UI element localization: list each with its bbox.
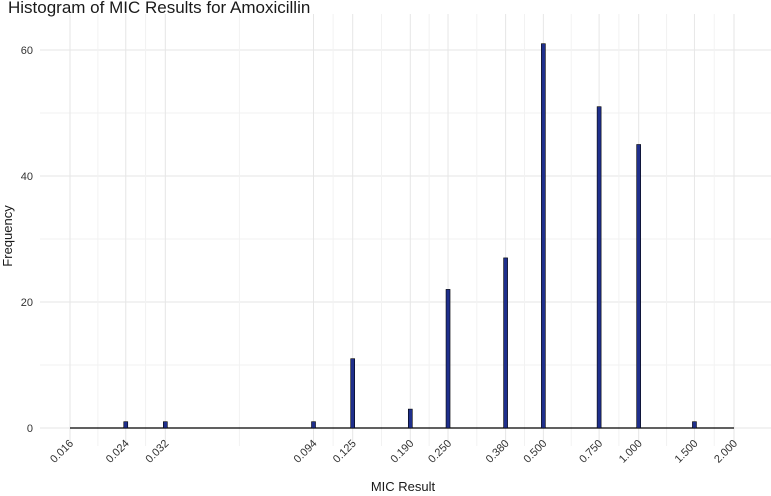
x-tick-label: 0.750 <box>577 438 605 466</box>
x-tick-label: 0.094 <box>292 438 320 466</box>
histogram-bar <box>504 258 508 428</box>
x-tick-label: 0.190 <box>388 438 416 466</box>
y-tick-label: 60 <box>21 45 33 57</box>
y-tick-labels: 0 20 40 60 <box>21 45 33 435</box>
histogram-bar <box>351 359 355 428</box>
x-axis-title: MIC Result <box>371 479 436 494</box>
histogram-bar <box>597 107 601 428</box>
x-tick-label: 0.500 <box>522 438 550 466</box>
x-tick-labels: 0.016 0.024 0.032 0.094 0.125 0.190 0.250 0.380… <box>48 438 740 466</box>
histogram-bar <box>312 422 316 428</box>
grid-layer <box>40 14 771 446</box>
histogram-bar <box>692 422 696 428</box>
x-tick-label: 1.500 <box>673 438 701 466</box>
x-tick-label: 1.000 <box>617 438 645 466</box>
histogram-bar <box>541 44 545 428</box>
y-tick-label: 40 <box>21 171 33 183</box>
histogram-bar <box>124 422 128 428</box>
x-tick-label: 0.125 <box>331 438 359 466</box>
x-tick-label: 0.250 <box>426 438 454 466</box>
y-tick-label: 0 <box>27 423 33 435</box>
x-tick-label: 0.032 <box>143 438 171 466</box>
histogram-bar <box>637 145 641 429</box>
y-tick-label: 20 <box>21 297 33 309</box>
histogram-bar <box>408 409 412 428</box>
y-axis-title: Frequency <box>0 205 15 267</box>
histogram-bar <box>163 422 167 428</box>
x-tick-label: 0.380 <box>484 438 512 466</box>
histogram-bar <box>446 289 450 428</box>
x-tick-label: 0.024 <box>104 438 132 466</box>
x-tick-label: 0.016 <box>48 438 76 466</box>
x-tick-label: 2.000 <box>712 438 740 466</box>
